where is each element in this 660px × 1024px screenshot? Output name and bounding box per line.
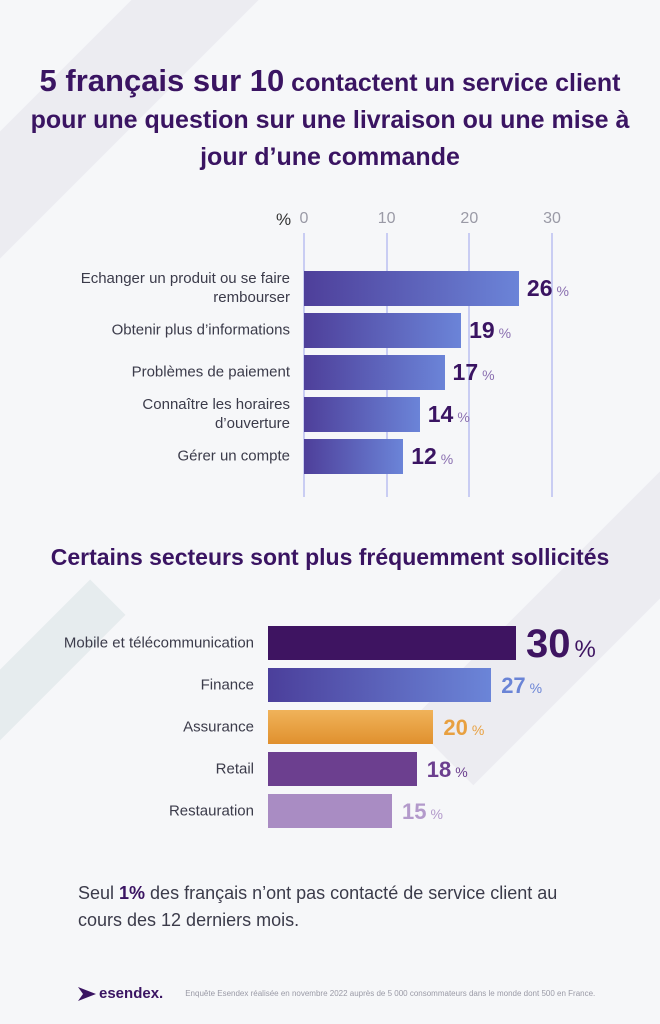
category-label: Connaître les horaires d’ouverture: [142, 396, 290, 432]
bar: [304, 271, 519, 306]
axis-tick: 10: [377, 210, 396, 227]
bar: [268, 626, 516, 660]
value-number: 17: [452, 359, 479, 385]
value-suffix: %: [430, 806, 443, 822]
bar: [268, 752, 417, 786]
value-suffix: %: [471, 722, 485, 738]
logo-text: esendex.: [99, 985, 164, 1002]
bar: [268, 710, 434, 744]
value-label: 14%: [428, 401, 470, 428]
value-number: 15: [402, 799, 427, 824]
note-post: des français n’ont pas contacté de servi…: [78, 883, 558, 930]
value-label: 15%: [402, 799, 443, 825]
category-label: Finance: [200, 676, 254, 694]
category-label: Echanger un produit ou se faire rembours…: [80, 270, 290, 306]
value-label: 27%: [501, 673, 542, 699]
bar: [268, 794, 392, 828]
page-title: 5 français sur 10 contactent un service …: [20, 62, 640, 176]
value-label: 26%: [527, 275, 569, 302]
value-number: 27: [501, 673, 526, 698]
value-suffix: %: [457, 409, 470, 425]
axis-tick: 20: [460, 210, 479, 227]
value-label: 18%: [427, 757, 468, 783]
bar: [304, 397, 420, 432]
axis-tick: 0: [299, 210, 309, 227]
value-number: 20: [443, 715, 468, 740]
bar: [268, 668, 492, 702]
title-rest: contactent un service client pour une qu…: [30, 69, 630, 171]
value-suffix: %: [556, 283, 569, 299]
logo-arrow-icon: [78, 986, 96, 1001]
gridline: [468, 233, 471, 497]
bar: [304, 439, 404, 474]
category-label: Assurance: [183, 718, 254, 736]
note-pre: Seul: [78, 883, 120, 903]
category-label: Restauration: [168, 802, 254, 820]
value-suffix: %: [498, 325, 512, 341]
bar: [304, 313, 462, 348]
esendex-logo: esendex.: [78, 985, 163, 1002]
category-label: Gérer un compte: [177, 447, 290, 465]
category-label: Obtenir plus d’informations: [111, 321, 290, 339]
category-label: Problèmes de paiement: [131, 363, 290, 381]
sectors-title: Certains secteurs sont plus fréquemment …: [50, 544, 610, 570]
gridline: [551, 233, 553, 497]
bar: [304, 355, 445, 390]
footer: esendex. Enquête Esendex réalisée en nov…: [78, 985, 595, 1002]
value-label: 20%: [443, 715, 484, 741]
note-highlight: 1%: [119, 883, 146, 903]
category-label: Mobile et télécommunication: [63, 634, 254, 652]
value-number: 18: [426, 757, 452, 782]
value-label: 30%: [526, 622, 596, 667]
title-highlight: 5 français sur 10: [39, 63, 285, 98]
value-suffix: %: [455, 764, 468, 780]
value-label: 19%: [469, 317, 511, 344]
axis-tick: 30: [543, 210, 561, 227]
footnote: Seul 1% des français n’ont pas contacté …: [78, 880, 598, 934]
value-suffix: %: [440, 451, 454, 467]
value-number: 26: [526, 275, 553, 301]
source-text: Enquête Esendex réalisée en novembre 202…: [185, 989, 596, 998]
value-number: 14: [427, 401, 454, 427]
value-suffix: %: [574, 636, 596, 663]
value-label: 12%: [411, 443, 453, 470]
value-suffix: %: [482, 367, 495, 383]
value-number: 30: [526, 622, 571, 666]
category-label: Retail: [215, 760, 254, 778]
value-label: 17%: [453, 359, 495, 386]
axis-unit-label: %: [276, 210, 292, 229]
value-number: 12: [411, 443, 437, 469]
value-suffix: %: [529, 680, 543, 696]
value-number: 19: [469, 317, 495, 343]
